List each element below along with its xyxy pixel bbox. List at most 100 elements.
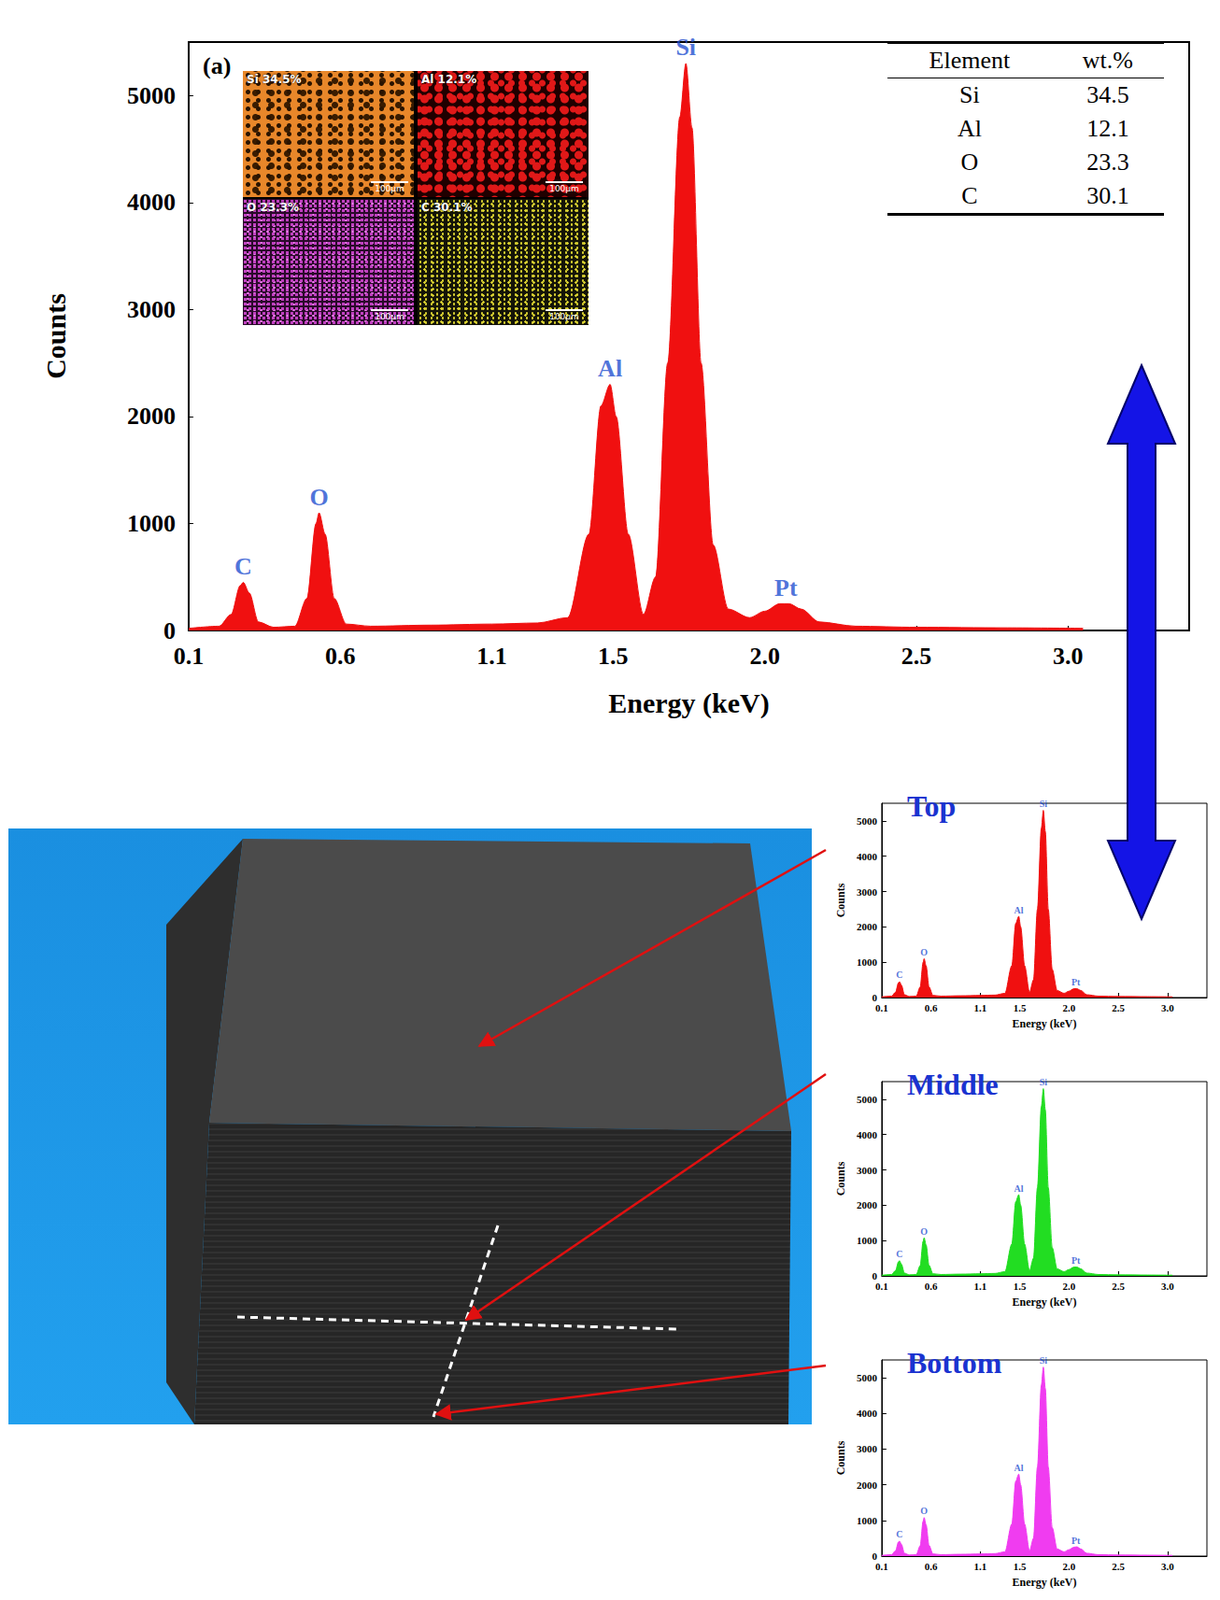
html-text:Al: Al <box>957 114 982 142</box>
svg-text:1.1: 1.1 <box>476 642 508 670</box>
svg-text:Al: Al <box>1014 1183 1024 1194</box>
svg-text:C: C <box>895 1248 903 1260</box>
html-text:O 23.3%: O 23.3% <box>246 200 299 214</box>
svg-text:0.1: 0.1 <box>875 1002 889 1014</box>
html-text:12.1: 12.1 <box>1086 114 1130 142</box>
html-text:wt.%: wt.% <box>1082 46 1134 74</box>
svg-text:1.1: 1.1 <box>974 1280 988 1292</box>
svg-text:5000: 5000 <box>856 1372 879 1384</box>
svg-text:5000: 5000 <box>127 82 176 110</box>
svg-text:0.6: 0.6 <box>325 642 356 670</box>
html-text:Si 34.5%: Si 34.5% <box>246 72 302 86</box>
svg-text:1.5: 1.5 <box>597 642 629 670</box>
svg-text:Top: Top <box>907 789 956 823</box>
svg-text:Si: Si <box>675 33 696 61</box>
svg-text:1.1: 1.1 <box>974 1002 988 1014</box>
svg-text:1.5: 1.5 <box>1013 1560 1027 1573</box>
svg-text:Middle: Middle <box>907 1067 999 1102</box>
svg-text:1000: 1000 <box>856 1234 879 1247</box>
svg-text:Energy (keV): Energy (keV) <box>1011 1017 1077 1031</box>
svg-text:0: 0 <box>163 617 176 645</box>
svg-text:2.0: 2.0 <box>1062 1560 1076 1573</box>
svg-text:1.5: 1.5 <box>1013 1002 1027 1014</box>
svg-text:0.6: 0.6 <box>924 1280 938 1292</box>
svg-text:3.0: 3.0 <box>1052 642 1084 670</box>
html-text:100μm: 100μm <box>374 312 405 322</box>
html-text:100μm: 100μm <box>549 312 579 322</box>
svg-text:4000: 4000 <box>856 1407 879 1419</box>
svg-text:Pt: Pt <box>1071 1535 1081 1547</box>
svg-text:2.5: 2.5 <box>1111 1280 1125 1292</box>
svg-text:Bottom: Bottom <box>907 1346 1003 1380</box>
svg-text:O: O <box>920 1505 928 1517</box>
svg-text:4000: 4000 <box>127 188 176 216</box>
svg-text:0.6: 0.6 <box>924 1002 938 1014</box>
html-text:30.1: 30.1 <box>1086 182 1130 210</box>
html-text:Si: Si <box>959 81 980 109</box>
svg-text:Si: Si <box>1039 1077 1049 1088</box>
svg-text:3000: 3000 <box>856 886 879 898</box>
svg-text:Pt: Pt <box>1071 977 1081 988</box>
svg-text:1000: 1000 <box>856 1515 879 1527</box>
html-text:23.3: 23.3 <box>1086 148 1130 176</box>
svg-text:Counts: Counts <box>834 1440 848 1476</box>
html-text:100μm: 100μm <box>374 184 405 194</box>
svg-text:2.5: 2.5 <box>901 642 933 670</box>
svg-text:C: C <box>895 1529 903 1540</box>
svg-text:O: O <box>920 947 928 958</box>
svg-text:1000: 1000 <box>127 510 176 538</box>
svg-text:Energy (keV): Energy (keV) <box>1011 1575 1077 1589</box>
svg-text:C: C <box>895 969 903 980</box>
html-text:Element: Element <box>929 46 1011 74</box>
svg-text:Counts: Counts <box>834 882 848 918</box>
svg-text:Al: Al <box>1014 1462 1024 1474</box>
svg-text:2.5: 2.5 <box>1111 1560 1125 1573</box>
svg-text:Al: Al <box>597 354 623 383</box>
svg-text:C: C <box>234 553 253 581</box>
svg-text:Energy (keV): Energy (keV) <box>1011 1295 1077 1309</box>
svg-text:2.0: 2.0 <box>1062 1280 1076 1292</box>
html-text:C: C <box>961 182 978 210</box>
svg-text:0: 0 <box>871 992 878 1004</box>
svg-text:0.1: 0.1 <box>875 1560 889 1573</box>
svg-text:3000: 3000 <box>856 1164 879 1177</box>
svg-text:2000: 2000 <box>127 402 176 430</box>
svg-text:O: O <box>920 1226 928 1237</box>
svg-text:2000: 2000 <box>856 1199 879 1211</box>
svg-text:0.1: 0.1 <box>173 642 205 670</box>
svg-text:Pt: Pt <box>774 574 798 602</box>
svg-text:Counts: Counts <box>834 1161 848 1196</box>
svg-text:Al: Al <box>1014 905 1024 916</box>
html-text:100μm: 100μm <box>549 184 579 194</box>
svg-text:2000: 2000 <box>856 1479 879 1491</box>
svg-text:Pt: Pt <box>1071 1255 1081 1266</box>
html-text:Al 12.1%: Al 12.1% <box>421 72 477 86</box>
svg-text:2.0: 2.0 <box>1062 1002 1076 1014</box>
html-text:C 30.1%: C 30.1% <box>421 200 473 214</box>
html-text:34.5: 34.5 <box>1086 81 1130 109</box>
svg-text:Si: Si <box>1039 1355 1049 1366</box>
html-text:O: O <box>960 148 979 176</box>
svg-text:1.1: 1.1 <box>974 1560 988 1573</box>
svg-text:2000: 2000 <box>856 921 879 933</box>
svg-text:4000: 4000 <box>856 851 879 863</box>
svg-text:0.1: 0.1 <box>875 1280 889 1292</box>
svg-text:1.5: 1.5 <box>1013 1280 1027 1292</box>
svg-text:4000: 4000 <box>856 1129 879 1141</box>
svg-text:Si: Si <box>1039 798 1049 809</box>
svg-text:3.0: 3.0 <box>1161 1280 1175 1292</box>
svg-text:5000: 5000 <box>856 815 879 827</box>
svg-text:3000: 3000 <box>127 296 176 324</box>
svg-text:2.5: 2.5 <box>1111 1002 1125 1014</box>
svg-text:3.0: 3.0 <box>1161 1002 1175 1014</box>
svg-text:3000: 3000 <box>856 1443 879 1455</box>
svg-text:Energy (keV): Energy (keV) <box>608 687 769 720</box>
svg-text:1000: 1000 <box>856 956 879 968</box>
svg-text:(a): (a) <box>202 52 231 80</box>
svg-text:0.6: 0.6 <box>924 1560 938 1573</box>
svg-text:O: O <box>309 483 328 511</box>
svg-text:5000: 5000 <box>856 1093 879 1106</box>
svg-text:3.0: 3.0 <box>1161 1560 1175 1573</box>
svg-text:Counts: Counts <box>40 293 71 380</box>
svg-text:2.0: 2.0 <box>749 642 781 670</box>
